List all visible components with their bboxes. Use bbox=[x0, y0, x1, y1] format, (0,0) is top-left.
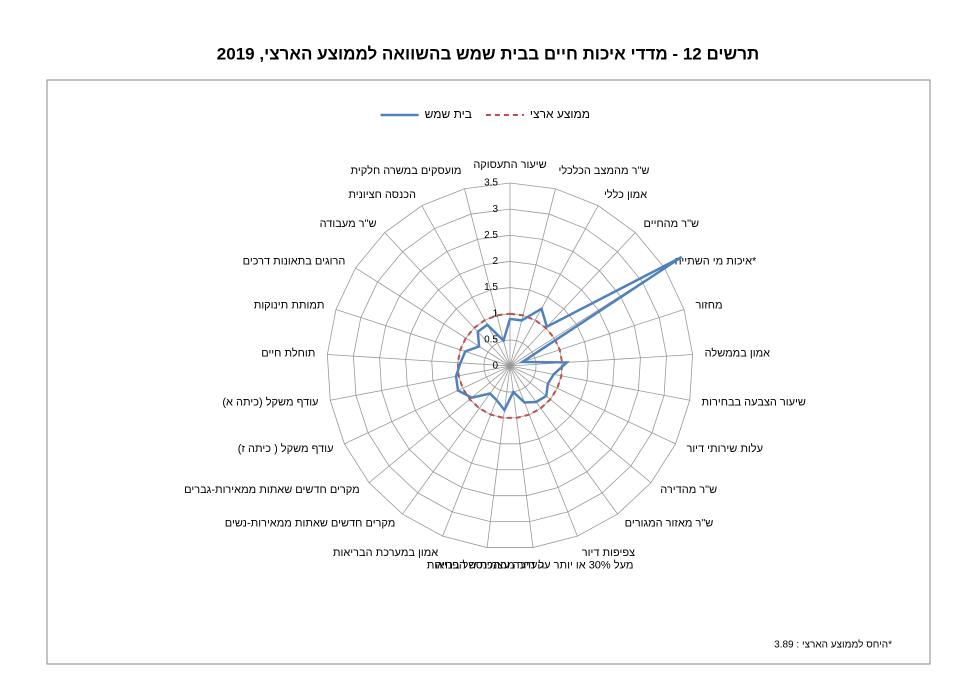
category-label: אמון במערכת הבריאות bbox=[333, 547, 438, 559]
r-tick-label: 3.5 bbox=[484, 178, 498, 189]
spoke bbox=[355, 267, 511, 367]
spoke bbox=[442, 365, 511, 537]
category-label: תוחלת חיים bbox=[261, 347, 315, 360]
r-tick-label: 0 bbox=[492, 361, 498, 372]
spoke bbox=[509, 188, 556, 367]
note: היחס לממוצע הארצי : 3.89* bbox=[774, 639, 892, 651]
spoke bbox=[344, 365, 511, 445]
spoke bbox=[327, 354, 511, 367]
category-label: עלות שירותי דיור bbox=[686, 442, 763, 455]
category-label: שיעור הצבעה בבחירות bbox=[702, 396, 806, 408]
spoke bbox=[509, 232, 636, 367]
category-label: מועסקים במשרה חלקית bbox=[351, 164, 462, 177]
spoke bbox=[509, 365, 534, 548]
spoke bbox=[509, 205, 599, 367]
category-label: עודף משקל ( כיתה ז) bbox=[238, 442, 334, 455]
spoke bbox=[464, 188, 511, 367]
spoke bbox=[486, 365, 511, 548]
category-label: אמון בממשלה bbox=[705, 347, 771, 360]
category-label: אמון כללי bbox=[604, 188, 647, 201]
category-label: הרוגים בתאונות דרכים bbox=[243, 255, 346, 267]
r-tick-label: 0.5 bbox=[484, 334, 498, 345]
chart-frame bbox=[46, 79, 931, 665]
grid-ring bbox=[483, 339, 537, 393]
spoke bbox=[384, 232, 511, 367]
spoke bbox=[509, 365, 676, 445]
category-label: ש"ר מהדירה bbox=[660, 484, 717, 496]
category-label: מחזור bbox=[695, 300, 722, 312]
r-tick-label: 2.5 bbox=[484, 230, 498, 241]
r-tick-label: 1.5 bbox=[484, 282, 498, 293]
spoke bbox=[509, 365, 652, 483]
series-line bbox=[454, 255, 683, 413]
category-label: ש"ר מהמצב הכלכלי bbox=[558, 164, 649, 177]
category-label: מקרים חדשים שאתות ממאירות-גברים bbox=[184, 484, 360, 496]
grid-ring bbox=[353, 208, 667, 523]
category-label: הכנסה חציונית bbox=[348, 189, 416, 201]
grid-ring bbox=[326, 182, 694, 548]
category-label: שיעור התעסוקה bbox=[473, 159, 546, 171]
category-label: תמותת תינוקות bbox=[254, 300, 325, 312]
category-label: מקרים חדשים שאתות ממאירות-נשים bbox=[225, 518, 396, 530]
r-tick-label: 1 bbox=[492, 308, 498, 319]
legend-label: ממוצע ארצי bbox=[530, 107, 590, 121]
category-label: ש"ר מהחיים bbox=[643, 218, 699, 230]
chart-title: תרשים 12 - מדדי איכות חיים בבית שמש בהשו… bbox=[217, 44, 759, 63]
r-tick-label: 2 bbox=[492, 256, 498, 267]
legend-label: בית שמש bbox=[425, 107, 472, 121]
category-label: ש"ר מעבודה bbox=[320, 218, 377, 230]
spoke bbox=[509, 365, 618, 515]
spoke bbox=[330, 365, 511, 401]
spoke bbox=[335, 309, 511, 367]
spoke bbox=[509, 365, 690, 401]
r-tick-label: 3 bbox=[492, 204, 498, 215]
spoke bbox=[368, 365, 511, 483]
spoke bbox=[421, 205, 511, 367]
category-label: הערכה עצמית של בריאות bbox=[427, 558, 545, 571]
spoke bbox=[509, 354, 693, 367]
grid-ring bbox=[379, 234, 641, 497]
category-label: ש"ר מאזור המגורים bbox=[625, 518, 714, 530]
category-label: מעל 30% או יותר על דיור מההכנסה הפנויה bbox=[435, 558, 633, 571]
spoke bbox=[509, 309, 685, 367]
spoke bbox=[509, 365, 578, 537]
category-label: איכות מי השתייה* bbox=[675, 255, 757, 267]
grid-ring bbox=[405, 261, 615, 471]
category-label: צפיפות דיור bbox=[582, 547, 635, 559]
spoke bbox=[402, 365, 511, 515]
category-label: עודף משקל (כיתה א) bbox=[222, 395, 318, 408]
